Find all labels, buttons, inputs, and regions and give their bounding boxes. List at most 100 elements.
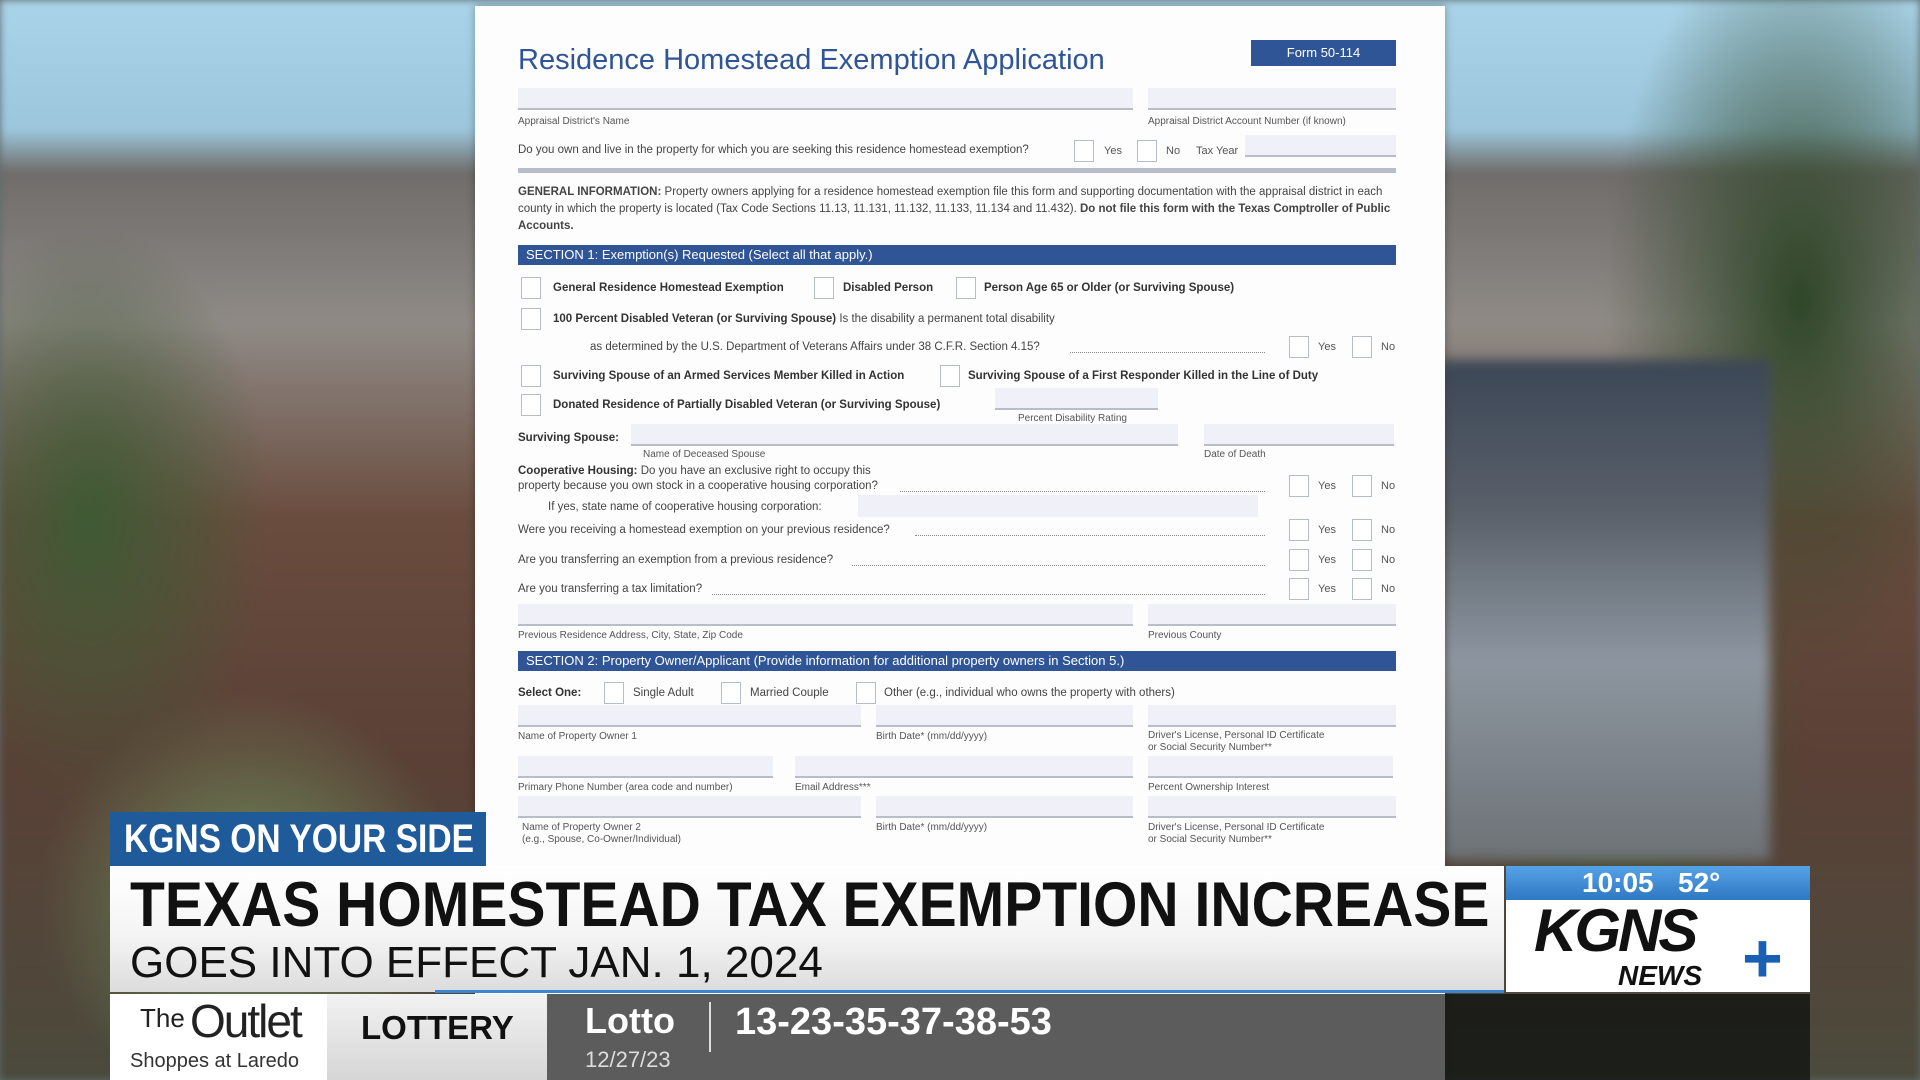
own-yes-checkbox[interactable] [1074, 140, 1094, 162]
owner1-id-field[interactable] [1148, 705, 1396, 727]
general-info-label: GENERAL INFORMATION: [518, 186, 662, 198]
field-label: Birth Date* (mm/dd/yyyy) [876, 731, 988, 742]
owner2-birth-field[interactable] [876, 796, 1133, 818]
question-text: Are you transferring a tax limitation? [518, 583, 703, 595]
general-info-bold: Do not file this form with the Texas Com… [518, 203, 1391, 232]
field-label: Previous Residence Address, City, State,… [518, 630, 743, 641]
no-label: No [1381, 480, 1396, 492]
coop-label: Cooperative Housing: [518, 465, 638, 477]
temperature: 52° [1678, 867, 1721, 898]
coop-no-checkbox[interactable] [1352, 475, 1372, 497]
leader-dots [1070, 352, 1265, 353]
transfer-limit-no-checkbox[interactable] [1352, 578, 1372, 600]
divider [709, 1002, 711, 1052]
option-label: Other (e.g., individual who owns the pro… [884, 687, 1175, 699]
sponsor-text: Outlet [190, 995, 303, 1047]
kgns-logo: KGNS [1534, 897, 1698, 964]
option-label: Donated Residence of Partially Disabled … [553, 399, 941, 411]
percent-disability-field[interactable] [995, 388, 1158, 410]
coop-name-field[interactable] [858, 495, 1258, 517]
section1-header: SECTION 1: Exemption(s) Requested (Selec… [518, 245, 1396, 265]
armed-services-checkbox[interactable] [521, 365, 541, 387]
leader-dots [712, 594, 1265, 595]
option-label: Person Age 65 or Older (or Surviving Spo… [984, 282, 1235, 294]
select-one-label: Select One: [518, 687, 582, 699]
field-label: Name of Deceased Spouse [643, 449, 766, 460]
leader-dots [852, 565, 1265, 566]
field-label: Date of Death [1204, 449, 1266, 460]
veteran-yes-checkbox[interactable] [1289, 336, 1309, 358]
question-text: Do you own and live in the property for … [518, 144, 1029, 156]
prev-exemption-no-checkbox[interactable] [1352, 519, 1372, 541]
appraisal-district-field[interactable] [518, 88, 1133, 110]
option-label: Disabled Person [843, 282, 934, 294]
previous-county-field[interactable] [1148, 604, 1396, 626]
no-label: No [1381, 583, 1396, 595]
plus-icon: + [1742, 919, 1783, 992]
previous-address-field[interactable] [518, 604, 1133, 626]
disabled-person-checkbox[interactable] [814, 277, 834, 299]
sponsor-text: The [140, 1003, 185, 1033]
yes-label: Yes [1318, 583, 1336, 595]
prev-exemption-yes-checkbox[interactable] [1289, 519, 1309, 541]
general-info-text: Property owners applying for a residence… [518, 186, 1383, 215]
general-information: GENERAL INFORMATION: Property owners app… [518, 184, 1396, 235]
leader-dots [915, 535, 1265, 536]
account-number-field[interactable] [1148, 88, 1396, 110]
tax-year-field[interactable] [1245, 135, 1396, 157]
donated-residence-checkbox[interactable] [521, 394, 541, 416]
age65-checkbox[interactable] [956, 277, 976, 299]
owner1-name-field[interactable] [518, 705, 861, 727]
field-label: or Social Security Number** [1148, 834, 1272, 845]
no-label: No [1381, 341, 1396, 353]
transfer-exemption-no-checkbox[interactable] [1352, 549, 1372, 571]
owner2-id-field[interactable] [1148, 796, 1396, 818]
ticker-category-text: LOTTERY [361, 1009, 514, 1046]
field-label: Primary Phone Number (area code and numb… [518, 782, 733, 793]
field-label: Appraisal District's Name [518, 116, 630, 127]
lottery-numbers: 13-23-35-37-38-53 [735, 1001, 1052, 1043]
date-of-death-field[interactable] [1204, 424, 1394, 446]
other-owner-checkbox[interactable] [856, 682, 876, 704]
option-label: Married Couple [750, 687, 829, 699]
form-number-badge: Form 50-114 [1251, 40, 1396, 66]
field-label: Name of Property Owner 2 [522, 822, 641, 833]
married-couple-checkbox[interactable] [721, 682, 741, 704]
field-label: Driver's License, Personal ID Certificat… [1148, 730, 1325, 741]
transfer-limit-yes-checkbox[interactable] [1289, 578, 1309, 600]
own-no-checkbox[interactable] [1137, 140, 1157, 162]
ticker-end [1445, 994, 1810, 1080]
veteran-checkbox[interactable] [521, 308, 541, 330]
email-field[interactable] [795, 756, 1133, 778]
clock: 10:05 [1582, 867, 1654, 898]
coop-yes-checkbox[interactable] [1289, 475, 1309, 497]
leader-dots [900, 491, 1265, 492]
option-label: General Residence Homestead Exemption [553, 282, 784, 294]
general-exemption-checkbox[interactable] [521, 277, 541, 299]
veteran-no-checkbox[interactable] [1352, 336, 1372, 358]
single-adult-checkbox[interactable] [604, 682, 624, 704]
field-label: Appraisal District Account Number (if kn… [1148, 116, 1346, 127]
accent-line [435, 990, 1504, 993]
owner2-name-field[interactable] [518, 796, 861, 818]
segment-tag-text: KGNS ON YOUR SIDE [124, 817, 474, 861]
question-text: Are you transferring an exemption from a… [518, 554, 834, 566]
yes-label: Yes [1318, 480, 1336, 492]
form-title: Residence Homestead Exemption Applicatio… [518, 44, 1105, 76]
field-label: (e.g., Spouse, Co-Owner/Individual) [522, 834, 681, 845]
tax-year-label: Tax Year [1196, 145, 1239, 157]
subheadline: GOES INTO EFFECT JAN. 1, 2024 [130, 938, 823, 987]
phone-field[interactable] [518, 756, 773, 778]
field-label: Percent Ownership Interest [1148, 782, 1270, 793]
no-label: No [1166, 145, 1181, 157]
transfer-exemption-yes-checkbox[interactable] [1289, 549, 1309, 571]
deceased-spouse-field[interactable] [631, 424, 1178, 446]
headline-band: TEXAS HOMESTEAD TAX EXEMPTION INCREASE G… [110, 866, 1504, 992]
first-responder-checkbox[interactable] [940, 365, 960, 387]
owner1-birth-field[interactable] [876, 705, 1133, 727]
option-label: 100 Percent Disabled Veteran (or Survivi… [553, 313, 837, 325]
headline: TEXAS HOMESTEAD TAX EXEMPTION INCREASE [130, 870, 1490, 940]
field-label: Previous County [1148, 630, 1222, 641]
station-box: 10:05 52° KGNS NEWS + [1506, 866, 1810, 992]
ownership-percent-field[interactable] [1148, 756, 1393, 778]
